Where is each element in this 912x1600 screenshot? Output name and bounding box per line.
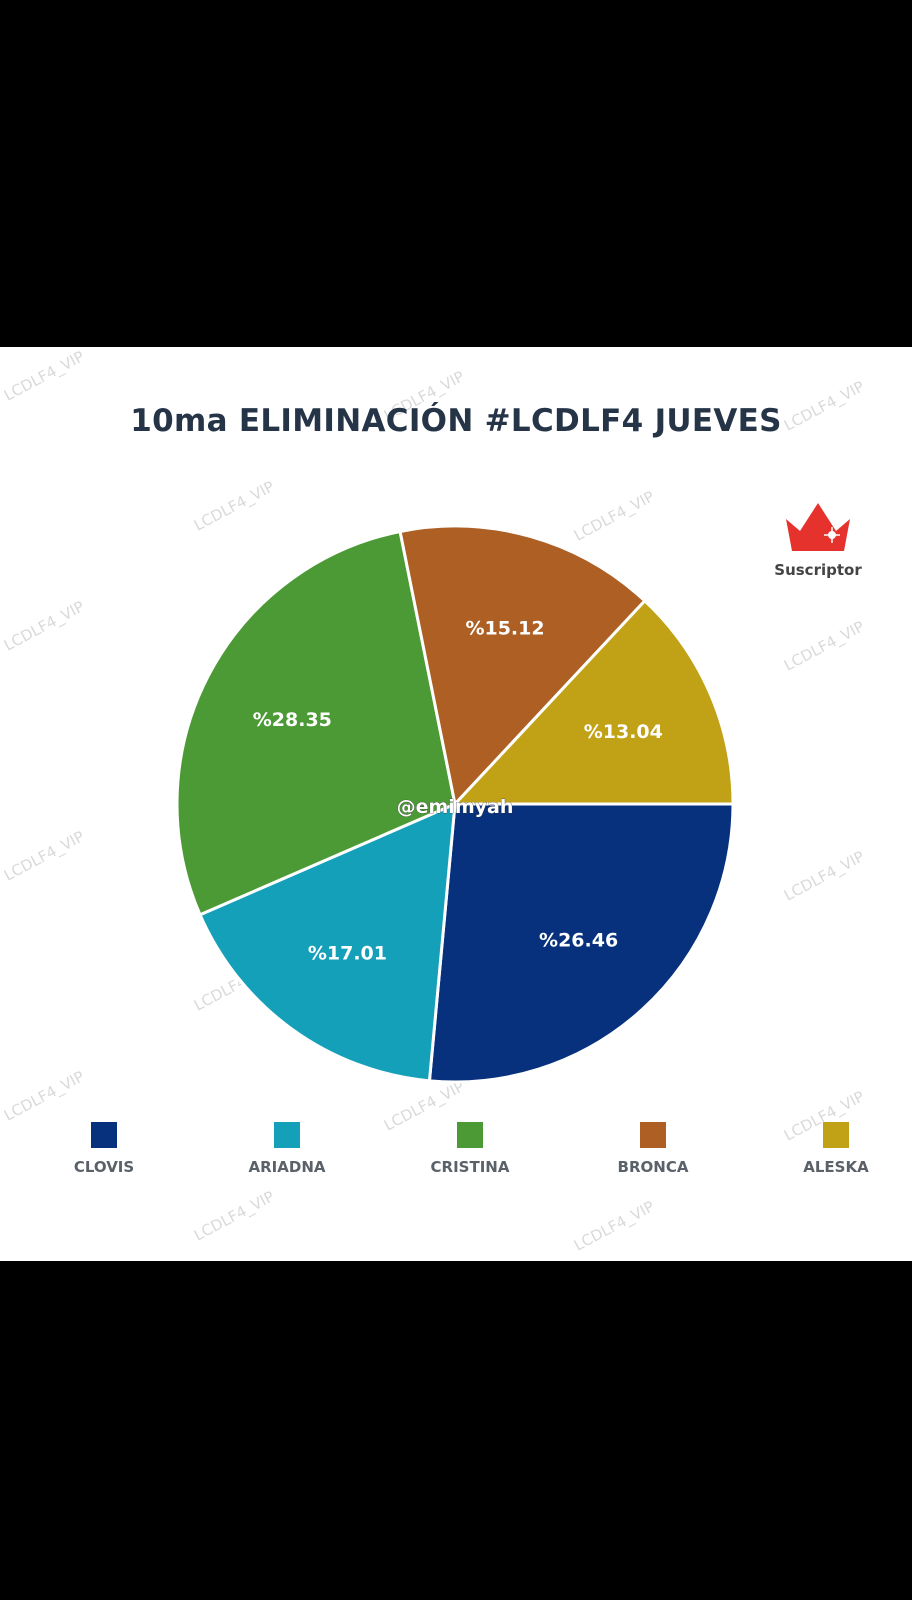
pie-chart: %26.46 %17.01 %28.35 %15.12 %13.04 @emimyah bbox=[175, 524, 735, 1084]
legend-label: BRONCA bbox=[617, 1158, 689, 1176]
slice-label-aleska: %13.04 bbox=[584, 721, 663, 743]
legend-item-clovis: CLOVIS bbox=[34, 1122, 174, 1176]
pie-slice-cristina bbox=[175, 529, 457, 917]
slice-label-clovis: %26.46 bbox=[539, 930, 618, 952]
legend-item-aleska: ALESKA bbox=[766, 1122, 906, 1176]
legend-swatch bbox=[457, 1122, 483, 1148]
badge-label: Suscriptor bbox=[774, 561, 862, 579]
legend-label: ALESKA bbox=[803, 1158, 869, 1176]
legend-swatch bbox=[274, 1122, 300, 1148]
legend-swatch bbox=[91, 1122, 117, 1148]
legend-label: CRISTINA bbox=[430, 1158, 510, 1176]
pie-slice-aleska bbox=[451, 598, 735, 806]
pie-slice-bronca bbox=[398, 524, 647, 808]
legend-item-ariadna: ARIADNA bbox=[217, 1122, 357, 1176]
crown-icon bbox=[786, 503, 850, 551]
chart-title: 10ma ELIMINACIÓN #LCDLF4 JUEVES bbox=[130, 403, 782, 439]
legend-swatch bbox=[823, 1122, 849, 1148]
subscriber-badge: Suscriptor bbox=[768, 497, 868, 579]
legend-item-bronca: BRONCA bbox=[583, 1122, 723, 1176]
pie-slice-ariadna bbox=[198, 801, 457, 1083]
legend-label: CLOVIS bbox=[73, 1158, 135, 1176]
legend-swatch bbox=[640, 1122, 666, 1148]
legend-item-cristina: CRISTINA bbox=[400, 1122, 540, 1176]
chart-legend: CLOVIS ARIADNA CRISTINA BRONCA ALESKA bbox=[0, 347, 912, 1261]
slice-label-ariadna: %17.01 bbox=[308, 943, 387, 965]
overlay-handle: @emimyah bbox=[397, 796, 514, 818]
slice-label-cristina: %28.35 bbox=[253, 709, 332, 731]
legend-label: ARIADNA bbox=[248, 1158, 326, 1176]
pie-slice-clovis bbox=[427, 802, 735, 1084]
slice-label-bronca: %15.12 bbox=[465, 617, 544, 639]
chart-card: LCDLF4_VIP LCDLF4_VIP LCDLF4_VIP LCDLF4_VIP… bbox=[0, 347, 912, 1261]
